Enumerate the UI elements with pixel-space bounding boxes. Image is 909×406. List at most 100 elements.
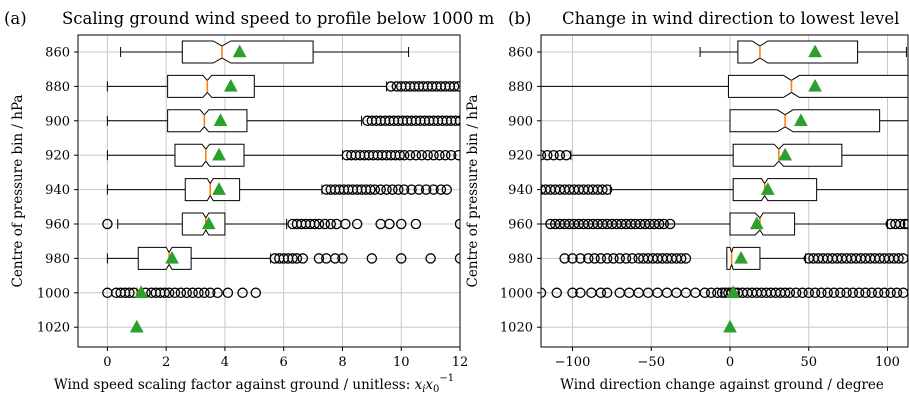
outlier-point xyxy=(891,287,903,299)
outlier-point xyxy=(340,218,351,230)
outlier-point xyxy=(453,149,460,161)
x-tick-label: 12 xyxy=(452,355,469,370)
outlier-point xyxy=(705,287,717,299)
outlier-point xyxy=(551,287,563,299)
panel-a-x-ticks: 0 2 4 6 8 10 12 xyxy=(103,347,468,370)
outlier-point xyxy=(595,287,607,299)
outlier-point xyxy=(237,287,248,299)
outlier-point xyxy=(416,149,428,161)
box-body xyxy=(732,178,818,202)
outlier-point xyxy=(441,184,453,195)
outlier-point xyxy=(384,218,395,230)
y-tick-label: 900 xyxy=(45,114,70,129)
outlier-point xyxy=(413,184,425,195)
outlier-point xyxy=(699,287,711,299)
outlier-point xyxy=(422,149,433,161)
outlier-point xyxy=(893,253,904,264)
outlier-point xyxy=(809,287,821,299)
outlier-point xyxy=(866,287,878,299)
outlier-point xyxy=(159,287,170,299)
panel-b-x-ticks: −100 −50 0 50 100 xyxy=(555,347,900,370)
outlier-point xyxy=(325,218,336,230)
outlier-point xyxy=(124,287,135,299)
outlier-point xyxy=(614,253,626,264)
panel-a-frame xyxy=(77,34,461,348)
outlier-point xyxy=(428,149,439,161)
outlier-point xyxy=(601,287,613,299)
outlier-point xyxy=(365,184,376,195)
box-880 xyxy=(106,74,460,98)
mean-marker xyxy=(212,182,226,195)
outlier-point xyxy=(597,184,608,195)
box-960 xyxy=(102,212,460,236)
outlier-point xyxy=(435,184,447,195)
outlier-point xyxy=(675,253,687,264)
panel-b-boxes xyxy=(541,40,908,333)
y-tick-label: 1000 xyxy=(500,286,533,301)
y-tick-label: 920 xyxy=(508,149,533,164)
outlier-point xyxy=(595,253,607,264)
outlier-point xyxy=(398,149,410,161)
box-900 xyxy=(106,109,460,133)
outlier-point xyxy=(406,184,417,195)
outlier-point xyxy=(428,184,439,195)
panel-a-boxes xyxy=(102,40,460,333)
panel-a-x-label-text: Wind speed scaling factor against ground… xyxy=(54,377,410,393)
y-tick-label: 1000 xyxy=(37,286,70,301)
outlier-point xyxy=(313,218,325,230)
outlier-point xyxy=(803,287,815,299)
outlier-point xyxy=(627,253,638,264)
x-tick-label: −100 xyxy=(555,355,591,370)
outlier-point xyxy=(193,287,204,299)
outlier-point xyxy=(395,218,407,230)
outlier-point xyxy=(653,218,665,230)
box-860 xyxy=(120,40,410,64)
x-tick-label: 50 xyxy=(800,355,817,370)
panel-b: (b) Change in wind direction to lowest l… xyxy=(465,9,909,393)
mean-marker xyxy=(808,78,822,92)
outlier-point xyxy=(899,218,908,230)
outlier-point xyxy=(841,287,852,299)
box-1020 xyxy=(129,319,144,333)
outlier-point xyxy=(453,81,460,92)
x-tick-label: 0 xyxy=(103,355,111,370)
outlier-point xyxy=(297,253,309,264)
y-tick-label: 940 xyxy=(508,183,533,198)
x-tick-label: 8 xyxy=(338,355,346,370)
outlier-point xyxy=(601,184,613,195)
outlier-point xyxy=(425,253,436,264)
box-body xyxy=(181,212,226,236)
panel-a-x-label-math-i: i xyxy=(422,384,425,395)
outlier-point xyxy=(902,218,908,230)
y-tick-label: 1020 xyxy=(37,321,70,336)
panel-b-y-ticks: 860 880 900 920 940 960 980 1000 1020 xyxy=(500,46,541,336)
box-960 xyxy=(541,212,908,236)
outlier-point xyxy=(369,184,381,195)
outlier-point xyxy=(542,149,553,161)
y-tick-label: 960 xyxy=(45,218,70,233)
outlier-point xyxy=(434,149,445,161)
outlier-point xyxy=(560,149,572,161)
outlier-point xyxy=(329,253,341,264)
outlier-point xyxy=(175,287,187,299)
outlier-point xyxy=(387,184,398,195)
outlier-point xyxy=(712,287,723,299)
box-body xyxy=(184,178,241,202)
mean-marker xyxy=(201,216,216,230)
box-1000 xyxy=(102,285,262,299)
panel-b-label: (b) xyxy=(508,9,531,28)
box-860 xyxy=(699,40,907,64)
box-900 xyxy=(729,109,908,133)
box-920 xyxy=(541,143,908,167)
panel-a-y-label: Centre of pressure bin / hPa xyxy=(10,95,26,288)
y-tick-label: 880 xyxy=(508,80,533,95)
outlier-point xyxy=(163,287,175,299)
outlier-point xyxy=(287,253,298,264)
outlier-point xyxy=(658,218,670,230)
x-tick-label: 2 xyxy=(162,355,170,370)
y-tick-label: 900 xyxy=(508,114,533,129)
outlier-point xyxy=(567,287,578,299)
outlier-point xyxy=(816,287,827,299)
y-tick-label: 880 xyxy=(45,80,70,95)
panel-a-x-label-math-x: x xyxy=(415,377,423,393)
